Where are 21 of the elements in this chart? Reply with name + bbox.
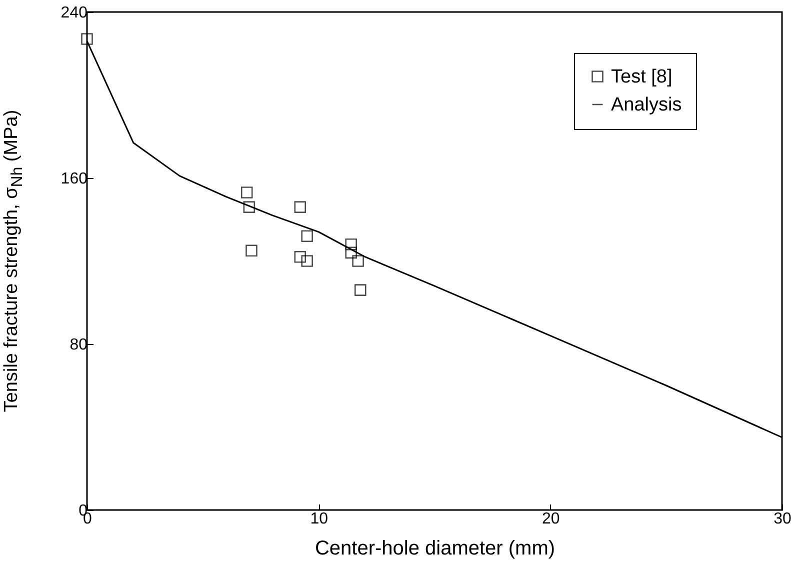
point bbox=[352, 255, 364, 267]
point bbox=[240, 186, 253, 198]
point bbox=[294, 201, 306, 213]
y-tick-label: 240 bbox=[60, 4, 88, 22]
point bbox=[81, 33, 93, 45]
y-tick-label: 80 bbox=[70, 336, 88, 354]
x-tick-label: 10 bbox=[310, 510, 328, 528]
point bbox=[243, 201, 256, 213]
point bbox=[301, 255, 313, 267]
point bbox=[345, 246, 357, 259]
point bbox=[354, 284, 366, 296]
y-tick-label: 160 bbox=[60, 170, 88, 188]
x-tick-label: 30 bbox=[774, 510, 791, 528]
x-tick-label: 20 bbox=[542, 510, 560, 528]
legend-label: Test [8] bbox=[611, 66, 672, 88]
point bbox=[294, 250, 306, 263]
point bbox=[345, 238, 357, 250]
point bbox=[301, 230, 313, 242]
legend-label: Analysis bbox=[611, 94, 682, 116]
point bbox=[246, 244, 258, 257]
x-axis-title: Center-hole diameter (mm) bbox=[314, 538, 556, 560]
